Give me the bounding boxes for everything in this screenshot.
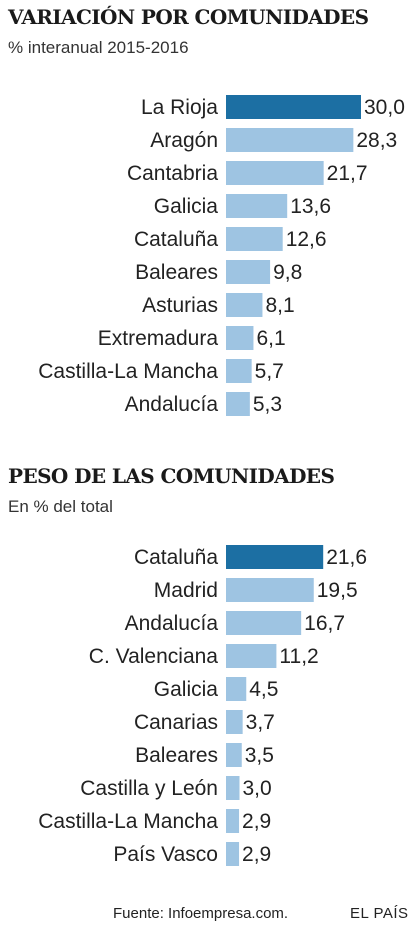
chart1-bar-3 <box>226 194 288 218</box>
chart2-title: PESO DE LAS COMUNIDADES <box>8 464 335 488</box>
chart2-category-label-4: Galicia <box>154 678 219 701</box>
chart2-category-label-8: Castilla-La Mancha <box>38 810 218 833</box>
chart2-category-label-9: País Vasco <box>113 843 218 866</box>
chart1-value-label-9: 5,3 <box>253 393 282 416</box>
chart1-bar-0 <box>226 95 361 119</box>
chart2-category-label-1: Madrid <box>154 579 218 602</box>
chart2-value-label-6: 3,5 <box>245 744 274 767</box>
chart2-value-label-1: 19,5 <box>317 579 358 602</box>
chart1-category-label-7: Extremadura <box>98 327 219 350</box>
chart2-category-label-5: Canarias <box>134 711 218 734</box>
source-note: Fuente: Infoempresa.com. <box>113 905 289 922</box>
chart2-bar-7 <box>226 776 240 800</box>
chart2-bar-0 <box>226 545 324 569</box>
chart2-category-label-3: C. Valenciana <box>89 645 219 668</box>
chart2-bar-1 <box>226 578 314 602</box>
chart1-category-label-0: La Rioja <box>141 96 218 119</box>
chart2-bar-6 <box>226 743 242 767</box>
chart1-bar-4 <box>226 227 283 251</box>
chart2-bar-5 <box>226 710 243 734</box>
chart1-category-label-5: Baleares <box>135 261 218 284</box>
chart1-category-label-4: Cataluña <box>134 228 218 251</box>
chart2-value-label-7: 3,0 <box>243 777 272 800</box>
chart2-bar-4 <box>226 677 247 701</box>
chart1-category-label-8: Castilla-La Mancha <box>38 360 218 383</box>
chart1-subtitle: % interanual 2015-2016 <box>8 38 189 57</box>
chart1-title: VARIACIÓN POR COMUNIDADES <box>8 5 369 29</box>
chart1-category-label-2: Cantabria <box>127 162 218 185</box>
chart1-bar-8 <box>226 359 252 383</box>
chart2-peso: Cataluña 21,6 Madrid 19,5 Andalucía 16,7 C. Va… <box>38 545 367 866</box>
chart1-bar-9 <box>226 392 250 416</box>
chart2-value-label-3: 11,2 <box>279 645 318 668</box>
chart1-bar-6 <box>226 293 263 317</box>
chart2-category-label-0: Cataluña <box>134 546 218 569</box>
chart2-value-label-9: 2,9 <box>242 843 271 866</box>
chart1-value-label-0: 30,0 <box>364 96 405 119</box>
chart2-subtitle: En % del total <box>8 497 113 516</box>
chart2-value-label-5: 3,7 <box>246 711 275 734</box>
chart1-category-label-1: Aragón <box>150 129 218 152</box>
chart1-value-label-7: 6,1 <box>256 327 285 350</box>
brand-logo: EL PAÍS <box>350 905 409 922</box>
chart1-bar-7 <box>226 326 254 350</box>
chart1-bar-2 <box>226 161 324 185</box>
chart2-category-label-6: Baleares <box>135 744 218 767</box>
chart2-category-label-2: Andalucía <box>125 612 219 635</box>
chart1-value-label-2: 21,7 <box>327 162 368 185</box>
chart1-value-label-4: 12,6 <box>286 228 327 251</box>
chart1-category-label-6: Asturias <box>142 294 218 317</box>
chart1-category-label-9: Andalucía <box>125 393 219 416</box>
chart2-bar-9 <box>226 842 240 866</box>
chart2-value-label-0: 21,6 <box>326 546 367 569</box>
chart1-category-label-3: Galicia <box>154 195 219 218</box>
chart1-value-label-6: 8,1 <box>265 294 294 317</box>
chart2-bar-3 <box>226 644 277 668</box>
chart2-value-label-8: 2,9 <box>242 810 271 833</box>
chart1-value-label-5: 9,8 <box>273 261 302 284</box>
chart1-value-label-3: 13,6 <box>290 195 331 218</box>
chart1-variacion: La Rioja 30,0 Aragón 28,3 Cantabria 21,7 Galic… <box>38 95 405 416</box>
chart1-value-label-1: 28,3 <box>356 129 397 152</box>
chart1-bar-5 <box>226 260 271 284</box>
chart2-bar-8 <box>226 809 240 833</box>
chart2-category-label-7: Castilla y León <box>80 777 218 800</box>
chart1-value-label-8: 5,7 <box>255 360 284 383</box>
chart1-bar-1 <box>226 128 354 152</box>
chart2-value-label-4: 4,5 <box>249 678 278 701</box>
chart2-bar-2 <box>226 611 302 635</box>
chart2-value-label-2: 16,7 <box>304 612 345 635</box>
